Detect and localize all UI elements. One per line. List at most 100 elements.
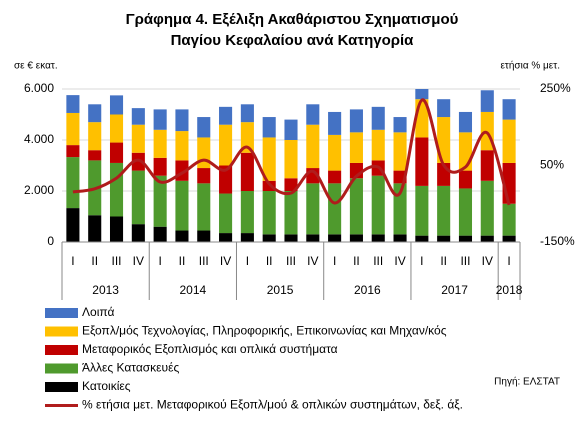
bar-segment xyxy=(458,235,473,242)
year-label: 2017 xyxy=(441,283,468,297)
x-tick-label: I xyxy=(333,254,336,268)
bar-segment xyxy=(109,142,124,163)
bar-segment xyxy=(219,124,233,166)
legend-label: Μεταφορικός Εξοπλισμός και οπλικά συστήμ… xyxy=(82,342,338,356)
bar-segment xyxy=(306,183,320,235)
x-tick-label: IV xyxy=(482,254,493,268)
x-tick-label: II xyxy=(353,254,360,268)
x-tick-label: III xyxy=(286,254,296,268)
bar-segment xyxy=(502,235,516,242)
bar-segment xyxy=(240,233,254,242)
x-tick-label: II xyxy=(440,254,447,268)
y-tick-label: 0 xyxy=(47,234,54,248)
bar-segment xyxy=(131,170,145,225)
bar-segment xyxy=(262,137,276,181)
bar-segment xyxy=(109,216,124,242)
bar-segment xyxy=(502,99,516,120)
x-tick-label: IV xyxy=(307,254,318,268)
bar-segment xyxy=(480,150,494,181)
bar-segment xyxy=(458,188,473,236)
bar-segment xyxy=(109,162,124,217)
bar-segment xyxy=(240,152,254,191)
bar-segment xyxy=(88,215,102,242)
legend-label: Άλλες Κατασκευές xyxy=(82,361,179,375)
x-tick-label: III xyxy=(373,254,383,268)
y-tick-label: 4.000 xyxy=(24,132,54,146)
bar-segment xyxy=(153,157,167,176)
year-label: 2018 xyxy=(496,283,523,297)
bar-segment xyxy=(262,234,276,242)
year-label: 2016 xyxy=(354,283,381,297)
legend-swatch xyxy=(45,308,78,318)
bar-segment xyxy=(153,175,167,227)
x-tick-label: III xyxy=(112,254,122,268)
bar-segment xyxy=(66,157,80,209)
bar-segment xyxy=(131,108,145,125)
x-tick-label: I xyxy=(507,254,510,268)
bar-segment xyxy=(240,104,254,123)
bar-segment xyxy=(502,203,516,236)
bar-segment xyxy=(109,114,124,143)
bar-segment xyxy=(131,124,145,153)
bar-segment xyxy=(88,150,102,161)
x-tick-label: II xyxy=(266,254,273,268)
year-label: 2014 xyxy=(180,283,207,297)
bar-segment xyxy=(131,152,145,171)
x-tick-label: I xyxy=(420,254,423,268)
bar-segment xyxy=(88,122,102,151)
x-tick-label: IV xyxy=(133,254,144,268)
legend-swatch xyxy=(45,363,78,374)
bar-segment xyxy=(393,117,407,133)
bar-segment xyxy=(197,137,211,169)
bar-segment xyxy=(240,191,254,234)
line-series xyxy=(72,98,511,206)
bar-segment xyxy=(262,117,276,138)
bar-segment xyxy=(328,170,342,184)
bar-segment xyxy=(88,104,102,123)
bar-segment xyxy=(502,119,516,163)
bar-segment xyxy=(219,106,233,125)
bar-segment xyxy=(415,89,429,100)
x-tick-label: IV xyxy=(394,254,405,268)
bar-segment xyxy=(393,132,407,171)
bar-segment xyxy=(153,129,167,158)
year-label: 2013 xyxy=(92,283,119,297)
legend-label: % ετήσια μετ. Μεταφορικού Εξοπλ/μού & οπ… xyxy=(82,398,463,412)
legend-swatch xyxy=(45,326,78,337)
legend-swatch xyxy=(45,382,78,392)
bar-segment xyxy=(480,180,494,236)
x-tick-label: II xyxy=(91,254,98,268)
chart-title: Παγίου Κεφαλαίου ανά Κατηγορία xyxy=(171,32,415,49)
bar-segment xyxy=(437,185,451,236)
legend-swatch xyxy=(45,345,78,355)
bar-segment xyxy=(458,170,473,189)
bar-segment xyxy=(153,109,167,130)
bar-segment xyxy=(240,122,254,153)
bar-segment xyxy=(284,191,298,235)
bar-segment xyxy=(284,119,298,140)
bar-segment xyxy=(306,124,320,169)
bar-segment xyxy=(66,95,80,113)
bar-segment xyxy=(219,193,233,234)
bar-segment xyxy=(175,131,189,161)
bar-segment xyxy=(131,224,145,242)
bar-segment xyxy=(415,235,429,242)
x-tick-label: I xyxy=(71,254,74,268)
bar-segment xyxy=(175,230,189,242)
bar-segment xyxy=(415,137,429,186)
bar-segment xyxy=(328,183,342,235)
bar-segment xyxy=(197,117,211,138)
bar-segment xyxy=(371,129,385,161)
bar-segment xyxy=(371,106,385,130)
legend-label: Λοιπά xyxy=(82,305,114,319)
bar-segment xyxy=(66,112,80,146)
bar-segment xyxy=(437,235,451,242)
bar-segment xyxy=(328,111,342,135)
bar-segment xyxy=(306,234,320,242)
bar-segment xyxy=(284,178,298,191)
bar-segment xyxy=(393,234,407,242)
bar-segment xyxy=(328,134,342,171)
bar-segment xyxy=(109,95,124,115)
bar-segment xyxy=(328,234,342,242)
source: Πηγή: ΕΛΣΤΑΤ xyxy=(494,376,560,388)
